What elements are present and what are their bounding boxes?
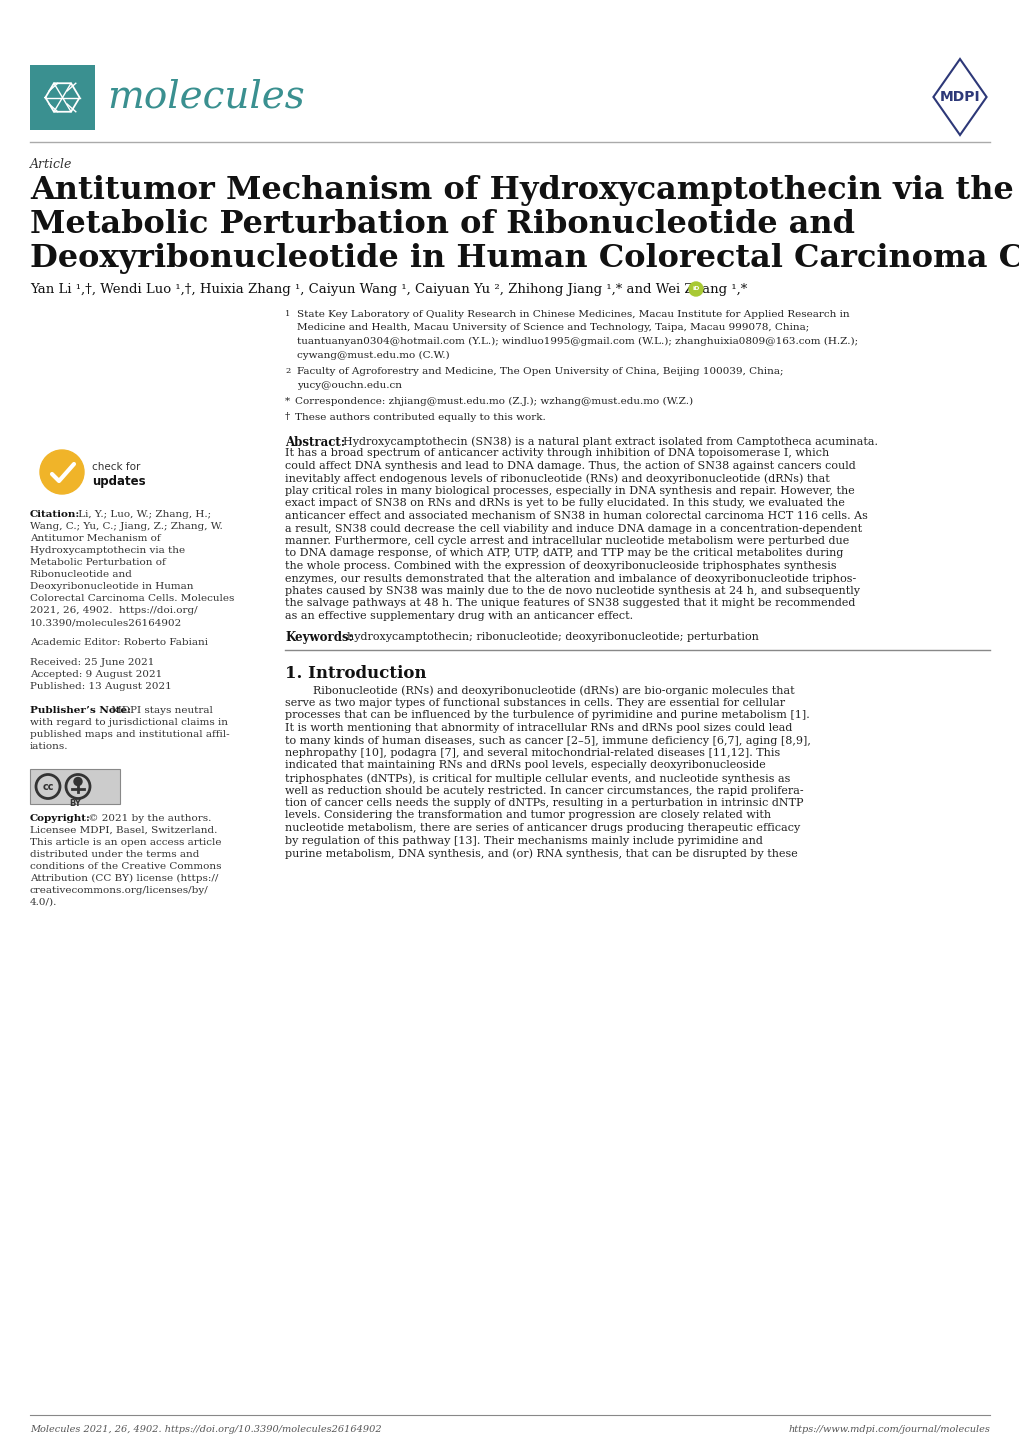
Text: by regulation of this pathway [13]. Their mechanisms mainly include pyrimidine a: by regulation of this pathway [13]. Thei… bbox=[284, 835, 762, 845]
Text: hydroxycamptothecin; ribonucleotide; deoxyribonucleotide; perturbation: hydroxycamptothecin; ribonucleotide; deo… bbox=[346, 632, 758, 642]
Text: https://www.mdpi.com/journal/molecules: https://www.mdpi.com/journal/molecules bbox=[788, 1425, 989, 1433]
Text: Copyright:: Copyright: bbox=[30, 813, 91, 823]
Text: Hydroxycamptothecin via the: Hydroxycamptothecin via the bbox=[30, 547, 184, 555]
Text: published maps and institutional affil-: published maps and institutional affil- bbox=[30, 730, 229, 738]
Text: levels. Considering the transformation and tumor progression are closely related: levels. Considering the transformation a… bbox=[284, 810, 770, 820]
Text: to many kinds of human diseases, such as cancer [2–5], immune deficiency [6,7], : to many kinds of human diseases, such as… bbox=[284, 735, 810, 746]
Text: enzymes, our results demonstrated that the alteration and imbalance of deoxyribo: enzymes, our results demonstrated that t… bbox=[284, 574, 855, 584]
Text: Wang, C.; Yu, C.; Jiang, Z.; Zhang, W.: Wang, C.; Yu, C.; Jiang, Z.; Zhang, W. bbox=[30, 522, 222, 531]
Text: updates: updates bbox=[92, 474, 146, 487]
Text: BY: BY bbox=[69, 799, 81, 808]
Text: with regard to jurisdictional claims in: with regard to jurisdictional claims in bbox=[30, 718, 228, 727]
Text: Keywords:: Keywords: bbox=[284, 632, 353, 645]
Text: It is worth mentioning that abnormity of intracellular RNs and dRNs pool sizes c: It is worth mentioning that abnormity of… bbox=[284, 722, 792, 733]
Text: molecules: molecules bbox=[107, 79, 305, 115]
Text: check for: check for bbox=[92, 461, 141, 472]
Circle shape bbox=[74, 777, 82, 786]
Text: Antitumor Mechanism of: Antitumor Mechanism of bbox=[30, 534, 160, 544]
Text: 2021, 26, 4902.  https://doi.org/: 2021, 26, 4902. https://doi.org/ bbox=[30, 606, 198, 614]
Text: Deoxyribonucleotide in Human Colorectal Carcinoma Cells: Deoxyribonucleotide in Human Colorectal … bbox=[30, 244, 1019, 274]
Text: could affect DNA synthesis and lead to DNA damage. Thus, the action of SN38 agai: could affect DNA synthesis and lead to D… bbox=[284, 461, 855, 472]
Text: It has a broad spectrum of anticancer activity through inhibition of DNA topoiso: It has a broad spectrum of anticancer ac… bbox=[284, 448, 828, 459]
Text: *: * bbox=[284, 397, 289, 407]
Text: Accepted: 9 August 2021: Accepted: 9 August 2021 bbox=[30, 671, 162, 679]
Text: inevitably affect endogenous levels of ribonucleotide (RNs) and deoxyribonucleot: inevitably affect endogenous levels of r… bbox=[284, 473, 828, 485]
Text: phates caused by SN38 was mainly due to the de novo nucleotide synthesis at 24 h: phates caused by SN38 was mainly due to … bbox=[284, 585, 859, 596]
Text: 2: 2 bbox=[284, 368, 290, 375]
Text: Abstract:: Abstract: bbox=[284, 435, 344, 448]
Text: manner. Furthermore, cell cycle arrest and intracellular nucleotide metabolism w: manner. Furthermore, cell cycle arrest a… bbox=[284, 536, 849, 547]
Text: 1. Introduction: 1. Introduction bbox=[284, 666, 426, 682]
Text: Received: 25 June 2021: Received: 25 June 2021 bbox=[30, 658, 154, 668]
Text: © 2021 by the authors.: © 2021 by the authors. bbox=[85, 813, 211, 823]
Text: cc: cc bbox=[42, 782, 54, 792]
Text: the salvage pathways at 48 h. The unique features of SN38 suggested that it migh: the salvage pathways at 48 h. The unique… bbox=[284, 598, 855, 609]
Text: Published: 13 August 2021: Published: 13 August 2021 bbox=[30, 682, 171, 691]
Text: anticancer effect and associated mechanism of SN38 in human colorectal carcinoma: anticancer effect and associated mechani… bbox=[284, 510, 867, 521]
Text: iations.: iations. bbox=[30, 743, 68, 751]
Text: †: † bbox=[284, 412, 290, 421]
Text: 1: 1 bbox=[284, 310, 290, 319]
Text: Ribonucleotide (RNs) and deoxyribonucleotide (dRNs) are bio-organic molecules th: Ribonucleotide (RNs) and deoxyribonucleo… bbox=[284, 685, 794, 696]
Text: Citation:: Citation: bbox=[30, 510, 81, 519]
Text: MDPI: MDPI bbox=[938, 89, 979, 104]
Text: serve as two major types of functional substances in cells. They are essential f: serve as two major types of functional s… bbox=[284, 698, 785, 708]
Text: 4.0/).: 4.0/). bbox=[30, 898, 57, 907]
Text: Medicine and Health, Macau University of Science and Technology, Taipa, Macau 99: Medicine and Health, Macau University of… bbox=[297, 323, 808, 333]
Text: 10.3390/molecules26164902: 10.3390/molecules26164902 bbox=[30, 619, 182, 627]
Text: creativecommons.org/licenses/by/: creativecommons.org/licenses/by/ bbox=[30, 885, 209, 895]
Text: State Key Laboratory of Quality Research in Chinese Medicines, Macau Institute f: State Key Laboratory of Quality Research… bbox=[297, 310, 849, 319]
Circle shape bbox=[688, 283, 702, 296]
Text: exact impact of SN38 on RNs and dRNs is yet to be fully elucidated. In this stud: exact impact of SN38 on RNs and dRNs is … bbox=[284, 499, 844, 509]
Text: Licensee MDPI, Basel, Switzerland.: Licensee MDPI, Basel, Switzerland. bbox=[30, 826, 217, 835]
Text: Publisher’s Note:: Publisher’s Note: bbox=[30, 707, 130, 715]
Text: Metabolic Perturbation of Ribonucleotide and: Metabolic Perturbation of Ribonucleotide… bbox=[30, 209, 854, 239]
Text: play critical roles in many biological processes, especially in DNA synthesis an: play critical roles in many biological p… bbox=[284, 486, 854, 496]
FancyBboxPatch shape bbox=[30, 769, 120, 805]
Text: Article: Article bbox=[30, 159, 72, 172]
Text: Metabolic Perturbation of: Metabolic Perturbation of bbox=[30, 558, 166, 567]
Text: tuantuanyan0304@hotmail.com (Y.L.); windluo1995@gmail.com (W.L.); zhanghuixia080: tuantuanyan0304@hotmail.com (Y.L.); wind… bbox=[297, 337, 857, 346]
Text: Li, Y.; Luo, W.; Zhang, H.;: Li, Y.; Luo, W.; Zhang, H.; bbox=[75, 510, 211, 519]
Text: processes that can be influenced by the turbulence of pyrimidine and purine meta: processes that can be influenced by the … bbox=[284, 711, 809, 721]
Text: cywang@must.edu.mo (C.W.): cywang@must.edu.mo (C.W.) bbox=[297, 350, 449, 359]
Text: nephropathy [10], podagra [7], and several mitochondrial-related diseases [11,12: nephropathy [10], podagra [7], and sever… bbox=[284, 748, 780, 758]
Text: Academic Editor: Roberto Fabiani: Academic Editor: Roberto Fabiani bbox=[30, 637, 208, 647]
Text: distributed under the terms and: distributed under the terms and bbox=[30, 849, 199, 859]
Text: Correspondence: zhjiang@must.edu.mo (Z.J.); wzhang@must.edu.mo (W.Z.): Correspondence: zhjiang@must.edu.mo (Z.J… bbox=[294, 397, 693, 407]
Text: conditions of the Creative Commons: conditions of the Creative Commons bbox=[30, 862, 221, 871]
Text: This article is an open access article: This article is an open access article bbox=[30, 838, 221, 846]
Text: Antitumor Mechanism of Hydroxycamptothecin via the: Antitumor Mechanism of Hydroxycamptothec… bbox=[30, 174, 1013, 206]
Text: purine metabolism, DNA synthesis, and (or) RNA synthesis, that can be disrupted : purine metabolism, DNA synthesis, and (o… bbox=[284, 848, 797, 858]
Text: Faculty of Agroforestry and Medicine, The Open University of China, Beijing 1000: Faculty of Agroforestry and Medicine, Th… bbox=[297, 368, 783, 376]
Circle shape bbox=[40, 450, 84, 495]
Text: the whole process. Combined with the expression of deoxyribonucleoside triphosph: the whole process. Combined with the exp… bbox=[284, 561, 836, 571]
Text: a result, SN38 could decrease the cell viability and induce DNA damage in a conc: a result, SN38 could decrease the cell v… bbox=[284, 523, 861, 534]
Text: to DNA damage response, of which ATP, UTP, dATP, and TTP may be the critical met: to DNA damage response, of which ATP, UT… bbox=[284, 548, 843, 558]
Text: Ribonucleotide and: Ribonucleotide and bbox=[30, 570, 131, 580]
Text: tion of cancer cells needs the supply of dNTPs, resulting in a perturbation in i: tion of cancer cells needs the supply of… bbox=[284, 797, 803, 808]
Text: MDPI stays neutral: MDPI stays neutral bbox=[108, 707, 213, 715]
Text: yucy@ouchn.edu.cn: yucy@ouchn.edu.cn bbox=[297, 381, 401, 389]
FancyBboxPatch shape bbox=[30, 65, 95, 130]
Text: iD: iD bbox=[692, 287, 699, 291]
Text: Molecules 2021, 26, 4902. https://doi.org/10.3390/molecules26164902: Molecules 2021, 26, 4902. https://doi.or… bbox=[30, 1425, 381, 1433]
Text: as an effective supplementary drug with an anticancer effect.: as an effective supplementary drug with … bbox=[284, 611, 633, 622]
Text: triphosphates (dNTPs), is critical for multiple cellular events, and nucleotide : triphosphates (dNTPs), is critical for m… bbox=[284, 773, 790, 783]
Text: indicated that maintaining RNs and dRNs pool levels, especially deoxyribonucleos: indicated that maintaining RNs and dRNs … bbox=[284, 760, 765, 770]
Text: well as reduction should be acutely restricted. In cancer circumstances, the rap: well as reduction should be acutely rest… bbox=[284, 786, 803, 796]
Text: Colorectal Carcinoma Cells. Molecules: Colorectal Carcinoma Cells. Molecules bbox=[30, 594, 234, 603]
Text: Deoxyribonucleotide in Human: Deoxyribonucleotide in Human bbox=[30, 583, 194, 591]
Text: These authors contributed equally to this work.: These authors contributed equally to thi… bbox=[294, 412, 545, 421]
Text: nucleotide metabolism, there are series of anticancer drugs producing therapeuti: nucleotide metabolism, there are series … bbox=[284, 823, 800, 833]
Text: Hydroxycamptothecin (SN38) is a natural plant extract isolated from Camptotheca : Hydroxycamptothecin (SN38) is a natural … bbox=[342, 435, 877, 447]
Text: Yan Li ¹,†, Wendi Luo ¹,†, Huixia Zhang ¹, Caiyun Wang ¹, Caiyuan Yu ², Zhihong : Yan Li ¹,†, Wendi Luo ¹,†, Huixia Zhang … bbox=[30, 283, 747, 296]
Text: Attribution (CC BY) license (https://: Attribution (CC BY) license (https:// bbox=[30, 874, 218, 883]
